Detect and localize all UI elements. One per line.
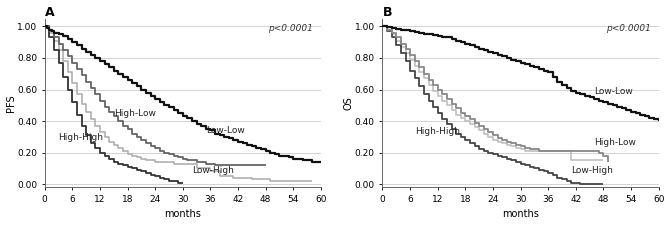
Y-axis label: OS: OS: [343, 96, 353, 110]
Text: p<0.0001: p<0.0001: [606, 24, 651, 33]
Text: Low-Low: Low-Low: [594, 87, 633, 96]
Text: High-High: High-High: [415, 127, 460, 136]
Text: High-Low: High-Low: [594, 138, 636, 147]
Text: High-High: High-High: [58, 133, 104, 142]
Y-axis label: PFS: PFS: [5, 94, 15, 112]
X-axis label: months: months: [164, 209, 201, 219]
Text: p<0.0001: p<0.0001: [268, 24, 313, 33]
Text: Low-Low: Low-Low: [206, 126, 245, 135]
X-axis label: months: months: [502, 209, 539, 219]
Text: Low-High: Low-High: [572, 166, 613, 176]
Text: High-Low: High-Low: [114, 109, 155, 118]
Text: Low-High: Low-High: [192, 166, 234, 176]
Text: B: B: [383, 6, 392, 18]
Text: A: A: [45, 6, 54, 18]
